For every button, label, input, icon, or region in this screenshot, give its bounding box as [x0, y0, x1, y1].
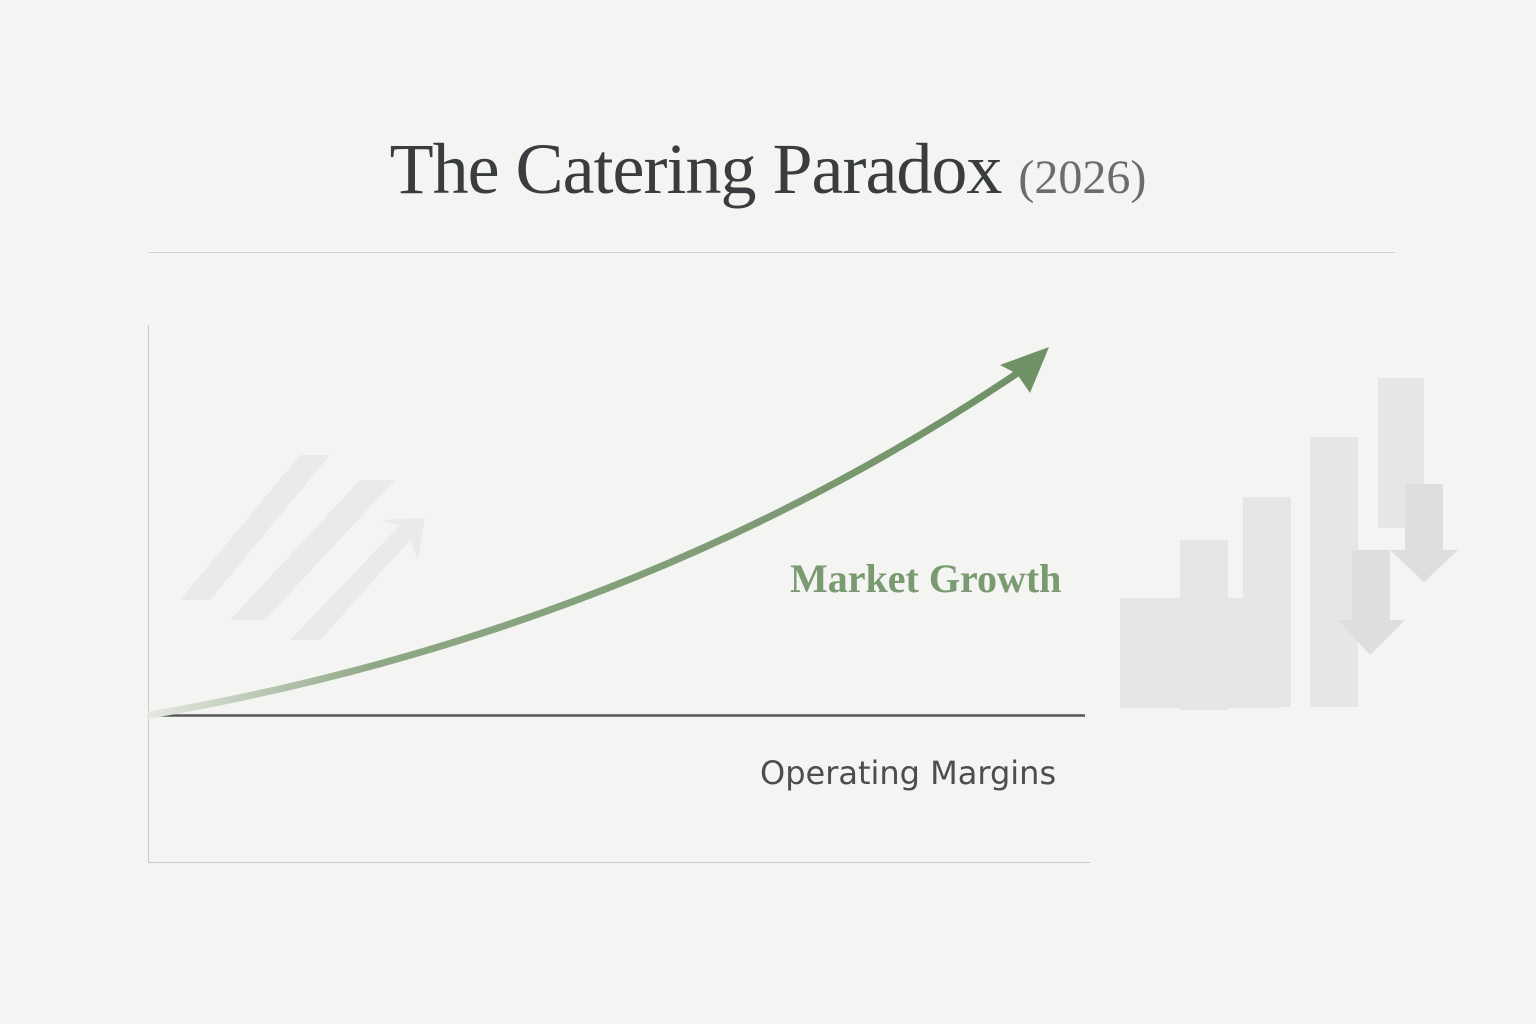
title-main: The Catering Paradox [389, 129, 1003, 209]
page-title: The Catering Paradox (2026) [0, 128, 1536, 211]
growth-arrowhead-icon [1000, 347, 1049, 393]
title-divider [148, 252, 1395, 253]
market-growth-curve [146, 364, 1029, 719]
title-year: (2026) [1018, 151, 1147, 204]
faded-bars-down-arrows-icon [1120, 378, 1458, 710]
market-growth-label: Market Growth [790, 556, 1062, 601]
operating-margins-label: Operating Margins [760, 754, 1057, 792]
faded-up-arrows-icon [180, 455, 425, 640]
